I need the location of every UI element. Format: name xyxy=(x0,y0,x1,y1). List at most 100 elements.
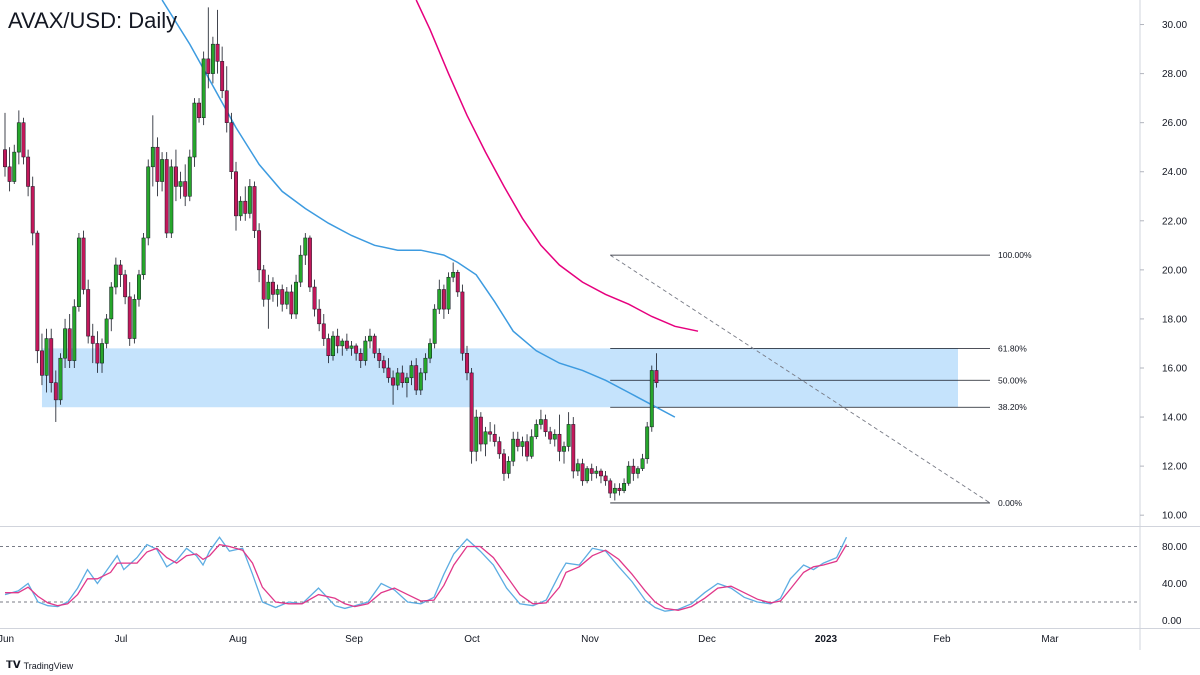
stoch_k-line xyxy=(4,536,848,612)
candle-down xyxy=(220,46,225,99)
candle-up xyxy=(437,279,442,315)
candle-body xyxy=(626,465,631,484)
candle-body xyxy=(257,230,262,271)
candle-body xyxy=(502,453,506,474)
candle-down xyxy=(289,284,294,319)
candle-down xyxy=(654,353,659,388)
candle-down xyxy=(344,333,349,351)
candle-body xyxy=(247,186,252,214)
candle-body xyxy=(368,335,372,342)
candle-down xyxy=(400,365,405,388)
candle-body xyxy=(238,200,243,217)
fib-level-label: 0.00% xyxy=(998,498,1023,508)
candle-down xyxy=(7,147,12,192)
candle-body xyxy=(635,468,640,474)
candle-body xyxy=(303,237,308,256)
price-tick-label: 20.00 xyxy=(1162,265,1187,276)
candle-body xyxy=(622,483,627,491)
candle-up xyxy=(446,272,451,315)
candle-up xyxy=(275,284,280,307)
candle-body xyxy=(243,200,248,214)
candle-down xyxy=(252,181,257,238)
candle-body xyxy=(118,264,123,276)
candle-body xyxy=(543,419,548,433)
candle-down xyxy=(30,176,35,246)
candle-body xyxy=(220,61,225,92)
candle-body xyxy=(441,289,446,310)
candle-down xyxy=(460,284,465,361)
candle-up xyxy=(395,367,400,391)
candle-body xyxy=(391,377,396,386)
candle-body xyxy=(30,186,35,234)
candle-body xyxy=(400,372,405,383)
candle-down xyxy=(525,434,530,462)
candle-up xyxy=(538,409,543,430)
candle-up xyxy=(363,336,368,366)
candle-body xyxy=(478,416,483,445)
candle-up xyxy=(566,412,571,452)
candle-body xyxy=(455,272,460,293)
candle-down xyxy=(441,284,446,319)
fib-level-label: 38.20% xyxy=(998,402,1027,412)
candle-up xyxy=(113,257,118,295)
candle-down xyxy=(469,367,474,464)
candle-body xyxy=(645,426,650,460)
candle-body xyxy=(284,291,289,305)
tradingview-logo[interactable]: 𝗧𝗩 TradingView xyxy=(6,660,73,671)
candle-body xyxy=(603,475,608,482)
candle-body xyxy=(312,286,317,310)
candle-body xyxy=(155,146,160,182)
candle-body xyxy=(326,338,331,356)
candle-down xyxy=(224,66,229,133)
stochastic-tick-label: 40.00 xyxy=(1162,579,1187,590)
candle-body xyxy=(275,289,280,295)
price-tick-label: 14.00 xyxy=(1162,413,1187,424)
candle-up xyxy=(404,372,409,398)
price-tick-label: 10.00 xyxy=(1162,511,1187,522)
candle-down xyxy=(414,358,419,395)
fibonacci-retracement[interactable]: 100.00% 61.80% 50.00% 38.20% 0.00% xyxy=(609,250,1032,508)
candle-up xyxy=(423,353,428,381)
price-tick-label: 16.00 xyxy=(1162,363,1187,374)
candle-body xyxy=(594,470,599,474)
candle-down xyxy=(571,417,576,479)
candle-up xyxy=(520,436,525,457)
candle-down xyxy=(86,279,91,344)
candle-up xyxy=(150,115,155,187)
candle-body xyxy=(16,122,21,153)
candle-down xyxy=(21,117,26,165)
candle-body xyxy=(492,433,497,442)
candle-body xyxy=(206,58,211,74)
candle-body xyxy=(298,254,303,283)
candle-body xyxy=(511,438,516,462)
candle-up xyxy=(626,461,631,486)
candle-body xyxy=(289,291,294,315)
candle-body xyxy=(617,487,622,491)
ma_slow-line xyxy=(415,0,699,332)
candle-body xyxy=(137,274,141,300)
candle-body xyxy=(58,357,63,401)
stochastic-tick-label: 0.00 xyxy=(1162,616,1182,627)
candle-up xyxy=(645,421,650,464)
candle-up xyxy=(238,196,243,221)
candle-body xyxy=(266,281,271,300)
candle-body xyxy=(197,102,201,119)
candle-up xyxy=(418,367,423,395)
candle-down xyxy=(173,149,178,202)
candle-up xyxy=(428,338,432,364)
candle-body xyxy=(562,446,566,452)
candle-body xyxy=(483,431,488,445)
candle-up xyxy=(649,365,654,432)
candle-body xyxy=(599,470,603,477)
candle-down xyxy=(280,284,285,312)
candle-down xyxy=(455,269,460,297)
candle-body xyxy=(261,269,266,300)
candle-up xyxy=(585,466,590,484)
candle-body xyxy=(612,487,617,494)
candle-down xyxy=(26,149,31,197)
candle-body xyxy=(580,463,585,482)
price-tick-label: 26.00 xyxy=(1162,118,1187,129)
stochastic-tick-label: 80.00 xyxy=(1162,542,1187,553)
